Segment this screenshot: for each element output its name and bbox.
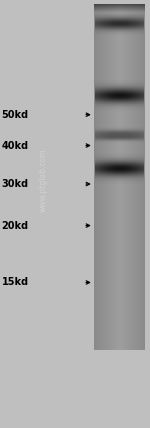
Text: 20kd: 20kd xyxy=(2,220,29,231)
Text: 40kd: 40kd xyxy=(2,140,29,151)
Text: www.ptglab.com: www.ptglab.com xyxy=(38,148,47,211)
Text: 15kd: 15kd xyxy=(2,277,29,288)
Text: 50kd: 50kd xyxy=(2,110,29,120)
Text: 30kd: 30kd xyxy=(2,179,29,189)
